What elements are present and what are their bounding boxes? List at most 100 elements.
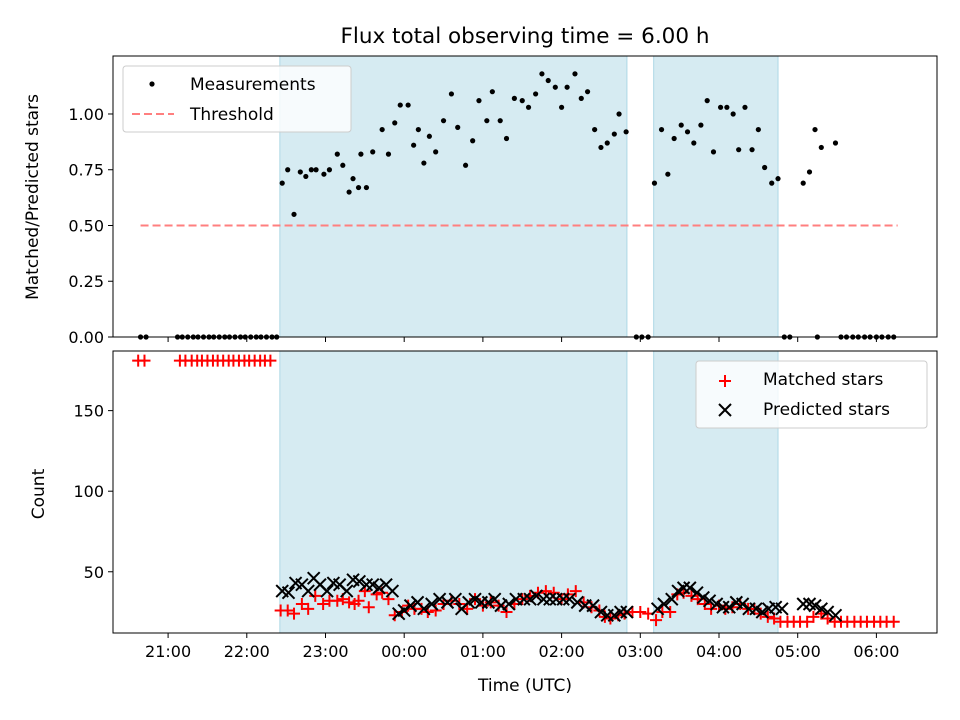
matched-star-point [887,615,900,628]
measurement-point [421,160,427,166]
matched-star-point [807,610,820,623]
legend-predicted-label: Predicted stars [763,400,890,420]
measurement-point [775,176,781,182]
matched-star-point [362,601,375,614]
top-plot-frame [112,55,938,338]
predicted-star-point [425,597,439,611]
measurement-point [405,102,411,108]
predicted-star-point [775,602,789,616]
bottom-y-tick-label: 50 [84,563,104,582]
bottom-y-tick-label: 150 [73,402,104,421]
measurement-point [806,169,813,175]
x-tick-label: 04:00 [696,642,742,661]
predicted-star-point [665,592,679,606]
measurement-point [578,95,584,101]
measurement-point [616,111,622,117]
bottom-panel: 21:00 22:00 23:00 00:00 01:00 02:00 03:00 04:00… [29,350,938,696]
x-tick-label: 03:00 [617,642,663,661]
predicted-star-point [820,605,835,619]
matched-star-point [492,599,505,612]
measurement-point [355,184,362,191]
predicted-star-point [650,602,665,616]
predicted-star-point [613,605,628,619]
bottom-y-ticks: 50 100 150 [73,402,113,582]
top-y-ticks: 0.00 0.25 0.50 0.75 1.00 [68,105,113,347]
measurement-point [525,104,532,110]
measurement-point [724,104,730,110]
predicted-star-point [462,595,476,610]
measurement-point [511,95,517,101]
top-observing-windows [279,55,779,338]
matched-star-point [295,597,308,610]
measurement-point [671,135,677,142]
predicted-star-point [586,598,600,613]
predicted-star-point [403,598,418,613]
matched-star-point [281,604,294,617]
x-tick-label: 23:00 [302,642,348,661]
measurement-point [385,151,392,157]
measurement-point [684,129,691,135]
bottom-plot-frame [112,350,938,634]
x-tick-label: 06:00 [853,642,899,661]
matched-star-point [138,354,151,367]
predicted-star-point [620,605,634,619]
measurement-point [379,126,385,133]
predicted-star-point [676,581,691,595]
measurement-point [489,89,495,95]
predicted-star-point [683,581,697,595]
predicted-star-point [517,592,531,606]
predicted-star-point [340,584,354,598]
x-tick-label: 21:00 [145,642,191,661]
measurement-point [340,162,346,168]
measurement-point [832,140,839,146]
measurement-point [334,151,340,157]
predicted-star-point [523,592,537,606]
predicted-star-point [702,594,717,608]
top-x-ticks [167,337,877,342]
predicted-star-point [755,605,769,619]
measurement-point [552,84,558,90]
measurement-point [519,98,525,104]
predicted-star-point [716,600,730,614]
measurement-point [812,126,818,133]
chart-title: Flux total observing time = 6.00 h [341,24,710,49]
measurement-point [749,147,755,153]
measurement-point [762,164,768,171]
measurement-point [321,171,327,177]
predicted-star-point [366,577,380,592]
legend-measurements-marker [149,81,155,87]
measurement-point [564,84,570,90]
measurement-point [691,140,697,146]
measurement-point [698,122,704,128]
measurement-point [497,118,503,124]
matched-star-point [331,594,344,607]
measurement-point [433,149,439,155]
top-panel: 0.00 0.25 0.50 0.75 1.00 Matched/Predicted s… [23,55,938,347]
measurement-point [572,71,578,77]
measurement-point [710,149,717,155]
predicted-star-point [556,592,570,606]
predicted-star-point [352,574,367,589]
measurement-point [350,176,356,182]
matched-star-point [317,597,330,610]
measurement-point [598,144,604,151]
predicted-star-point [828,608,843,622]
predicted-star-point [494,598,508,613]
measurement-point [363,184,370,191]
legend-matched-label: Matched stars [763,370,883,390]
measurement-point [755,126,761,133]
matched-star-point [664,606,677,619]
measurement-point [730,111,736,117]
predicted-star-point [594,605,608,619]
predicted-star-point [359,577,374,592]
legend-threshold-label: Threshold [189,105,274,125]
measurement-point [397,102,403,108]
measurement-point [769,180,775,186]
x-axis-label: Time (UTC) [477,676,572,696]
predicted-star-point [749,602,763,616]
predicted-star-point [385,584,400,598]
top-y-tick-label: 0.75 [68,161,104,180]
predicted-star-point [281,586,296,600]
measurement-point [440,118,447,124]
measurement-point [415,126,421,133]
